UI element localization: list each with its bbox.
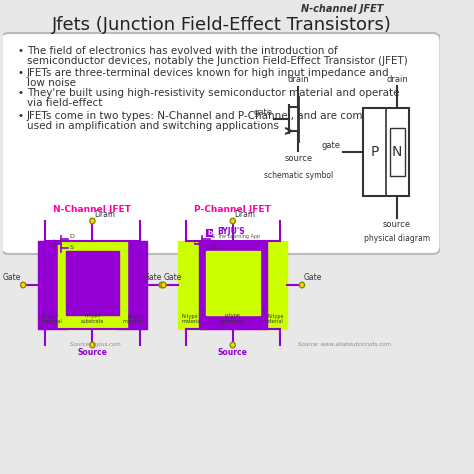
Text: Drain: Drain — [94, 210, 115, 219]
Text: N-channel JFET: N-channel JFET — [301, 4, 384, 14]
Text: gate: gate — [322, 141, 341, 150]
Circle shape — [161, 282, 166, 288]
Text: source: source — [284, 154, 312, 163]
Text: D: D — [69, 234, 74, 239]
Text: Drain: Drain — [235, 210, 255, 219]
Text: S: S — [210, 234, 214, 239]
Circle shape — [300, 282, 305, 288]
Circle shape — [159, 282, 164, 288]
Text: gate: gate — [254, 108, 273, 117]
Text: p-type
material: p-type material — [42, 314, 63, 324]
Text: S: S — [69, 245, 73, 250]
Text: •: • — [18, 111, 24, 121]
Bar — [390, 128, 405, 176]
Text: b: b — [207, 230, 212, 236]
Text: semiconductor devices, notably the Junction Field-Effect Transistor (JFET): semiconductor devices, notably the Junct… — [27, 56, 408, 66]
Bar — [258, 241, 287, 329]
Text: Source: Source — [77, 348, 107, 357]
Text: drain: drain — [287, 75, 309, 84]
Text: •: • — [18, 46, 24, 56]
Bar — [58, 241, 127, 329]
Text: Source: www.allaboutcircuits.com: Source: www.allaboutcircuits.com — [298, 342, 391, 347]
Circle shape — [20, 282, 26, 288]
Bar — [363, 108, 409, 196]
Bar — [206, 229, 213, 237]
Text: p-type
material: p-type material — [122, 314, 143, 324]
Text: Source: byjus.com: Source: byjus.com — [70, 342, 120, 347]
Circle shape — [90, 218, 95, 224]
Bar — [206, 251, 259, 315]
Circle shape — [90, 342, 95, 348]
Text: Gate: Gate — [304, 273, 322, 282]
Text: used in amplification and switching applications: used in amplification and switching appl… — [27, 121, 279, 131]
Text: •: • — [18, 68, 24, 78]
Text: G: G — [53, 241, 58, 246]
Bar — [199, 241, 267, 329]
Text: Gate: Gate — [3, 273, 21, 282]
Text: low noise: low noise — [27, 78, 76, 88]
Text: N-type
material: N-type material — [263, 314, 283, 324]
Text: N-Channel JFET: N-Channel JFET — [54, 205, 131, 214]
Text: The Learning App: The Learning App — [217, 234, 260, 238]
Text: Gate: Gate — [143, 273, 162, 282]
Text: P: P — [371, 145, 379, 159]
Text: JFETs are three-terminal devices known for high input impedance and: JFETs are three-terminal devices known f… — [27, 68, 390, 78]
Text: The field of electronics has evolved with the introduction of: The field of electronics has evolved wit… — [27, 46, 337, 56]
Text: BYJU'S: BYJU'S — [217, 227, 245, 236]
Text: Gate: Gate — [164, 273, 182, 282]
Bar — [66, 251, 119, 315]
Circle shape — [230, 218, 235, 224]
Text: via field-effect: via field-effect — [27, 98, 102, 108]
Circle shape — [230, 342, 235, 348]
Bar — [38, 241, 67, 329]
Text: P-Channel JFET: P-Channel JFET — [194, 205, 271, 214]
Text: source: source — [383, 220, 411, 229]
Text: N-type
substrate: N-type substrate — [81, 313, 104, 324]
Text: N: N — [392, 145, 402, 159]
Text: Jfets (Junction Field-Effect Transistors): Jfets (Junction Field-Effect Transistors… — [52, 16, 392, 34]
Text: N-type
material: N-type material — [182, 314, 203, 324]
Text: drain: drain — [386, 75, 408, 84]
Text: p-type
substrate: p-type substrate — [221, 313, 245, 324]
Bar — [118, 241, 147, 329]
Text: •: • — [18, 88, 24, 98]
Text: G: G — [194, 241, 199, 246]
FancyBboxPatch shape — [1, 33, 440, 254]
Text: They're built using high-resistivity semiconductor material and operate: They're built using high-resistivity sem… — [27, 88, 400, 98]
Text: JFETs come in two types: N-Channel and P-Channel, and are commonly: JFETs come in two types: N-Channel and P… — [27, 111, 396, 121]
Bar — [178, 241, 208, 329]
Text: schematic symbol: schematic symbol — [264, 171, 333, 180]
Text: Source: Source — [218, 348, 248, 357]
Text: physical diagram: physical diagram — [364, 234, 430, 243]
Text: D: D — [210, 245, 216, 250]
